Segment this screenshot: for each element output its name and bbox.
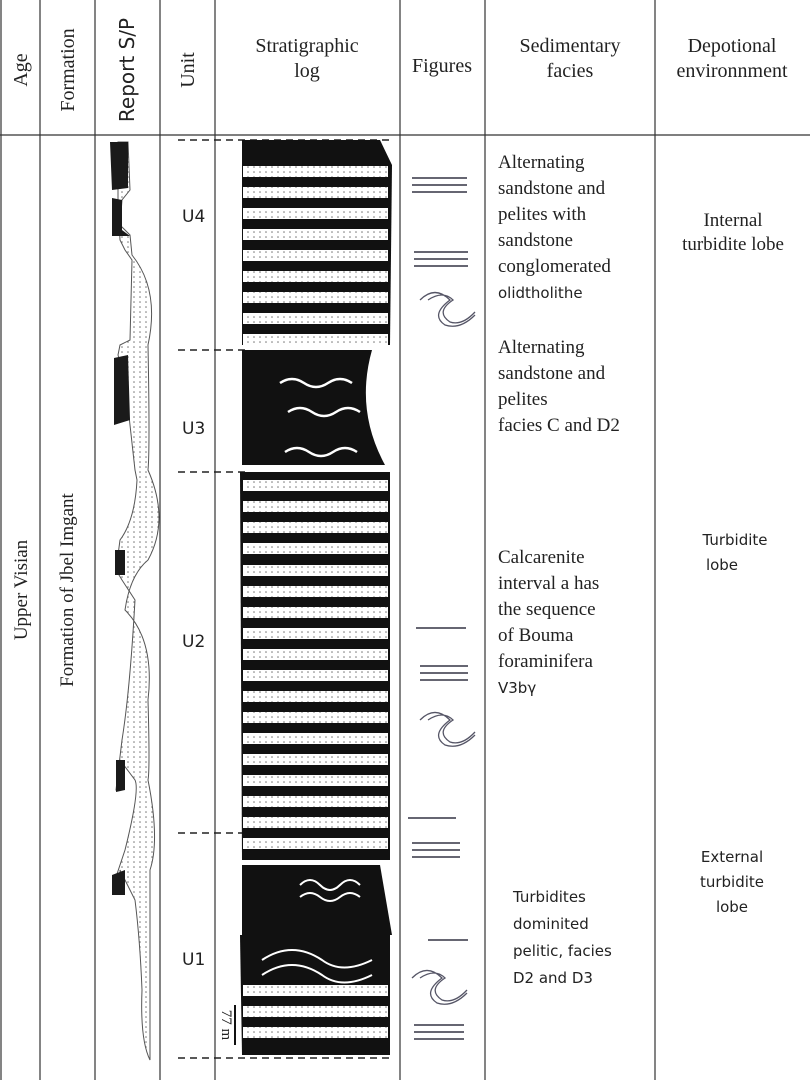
column-header: Figures: [412, 55, 472, 77]
sandstone-bed: [243, 187, 388, 198]
facies-text: pelites: [498, 389, 548, 410]
column-header: Formation: [57, 28, 79, 111]
sandstone-bed: [243, 292, 388, 303]
sandstone-bed: [243, 1006, 388, 1017]
sandstone-bed: [243, 1027, 388, 1038]
facies-text: sandstone: [498, 230, 573, 251]
sandstone-bed: [243, 985, 388, 996]
facies-text: dominited: [513, 915, 589, 933]
sandstone-bed: [243, 691, 388, 702]
sandstone-bed: [243, 480, 388, 491]
sandstone-bed: [243, 607, 388, 618]
facies-text: the sequence: [498, 599, 596, 620]
environment-text: External: [701, 848, 763, 866]
sandstone-bed: [243, 522, 388, 533]
stratigraphic-log: [240, 140, 392, 1055]
sandstone-bed: [243, 796, 388, 807]
sandstone-bed: [243, 628, 388, 639]
column-header: Stratigraphic log: [255, 35, 358, 82]
sandstone-bed: [243, 229, 388, 240]
scale-label: 77 m: [218, 1010, 234, 1041]
column-header-line: Sedimentary: [519, 35, 620, 57]
facies-text: D2 and D3: [513, 969, 593, 987]
stratigraphic-table: 77 m Upper Visian Formation of Jbel Imga…: [0, 0, 810, 1080]
column-header: Age: [10, 53, 32, 86]
sandstone-bed: [243, 543, 388, 554]
unit-label: U1: [182, 950, 205, 970]
column-header-line: Depotional: [688, 35, 777, 57]
column-header: Sedimentary facies: [519, 35, 620, 82]
facies-text: Turbidites: [512, 888, 586, 906]
sandstone-bed: [243, 817, 388, 828]
facies-text: interval a has: [498, 573, 599, 594]
column-header-line: facies: [547, 60, 594, 82]
facies-text: V3bγ: [498, 679, 536, 697]
column-header-line: Stratigraphic: [255, 35, 358, 57]
sandstone-bed: [243, 649, 388, 660]
facies-text: olidtholithe: [498, 284, 583, 302]
sandstone-bed: [243, 754, 388, 765]
age-label: Upper Visian: [11, 539, 32, 640]
sandstone-bed: [243, 733, 388, 744]
sandstone-bed: [243, 208, 388, 219]
sandstone-bed: [243, 670, 388, 681]
environment-text: turbidite: [700, 873, 764, 891]
sandstone-bed: [243, 712, 388, 723]
facies-text: of Bouma: [498, 625, 574, 646]
facies-text: conglomerated: [498, 256, 611, 277]
facies-text: facies C and D2: [498, 415, 620, 436]
environment-text: lobe: [706, 556, 738, 574]
facies-text: Calcarenite: [498, 547, 585, 568]
sandstone-bed: [243, 501, 388, 512]
unit-label: U4: [182, 207, 205, 227]
figures: [408, 178, 475, 1039]
column-header-line: environnment: [676, 60, 788, 82]
sandstone-bed: [243, 586, 388, 597]
environment-text: Turbidite: [701, 531, 767, 549]
sandstone-bed: [243, 271, 388, 282]
environment-text: lobe: [716, 898, 748, 916]
sandstone-bed: [243, 313, 388, 324]
facies-text: sandstone and: [498, 178, 606, 199]
column-header-line: log: [294, 60, 320, 82]
sp-curve: [110, 142, 159, 1060]
facies-text: Alternating: [498, 337, 585, 358]
column-header: Unit: [177, 52, 199, 88]
sandstone-bed: [243, 250, 388, 261]
sandstone-bed: [243, 334, 388, 345]
facies-text: pelites with: [498, 204, 587, 225]
unit-label: U3: [182, 419, 205, 439]
sandstone-bed: [243, 775, 388, 786]
facies-text: sandstone and: [498, 363, 606, 384]
sandstone-bed: [243, 565, 388, 576]
facies-text: foraminifera: [498, 651, 594, 672]
environment-text: Internal: [703, 210, 762, 231]
column-header: Depotional environnment: [676, 35, 788, 82]
formation-label: Formation of Jbel Imgant: [57, 492, 78, 686]
facies-text: Alternating: [498, 152, 585, 173]
column-header: Report S/P: [115, 18, 139, 122]
sandstone-bed: [243, 166, 388, 177]
environment-text: turbidite lobe: [682, 234, 784, 255]
facies-text: pelitic, facies: [513, 942, 612, 960]
sandstone-bed: [243, 838, 388, 849]
unit-label: U2: [182, 632, 205, 652]
